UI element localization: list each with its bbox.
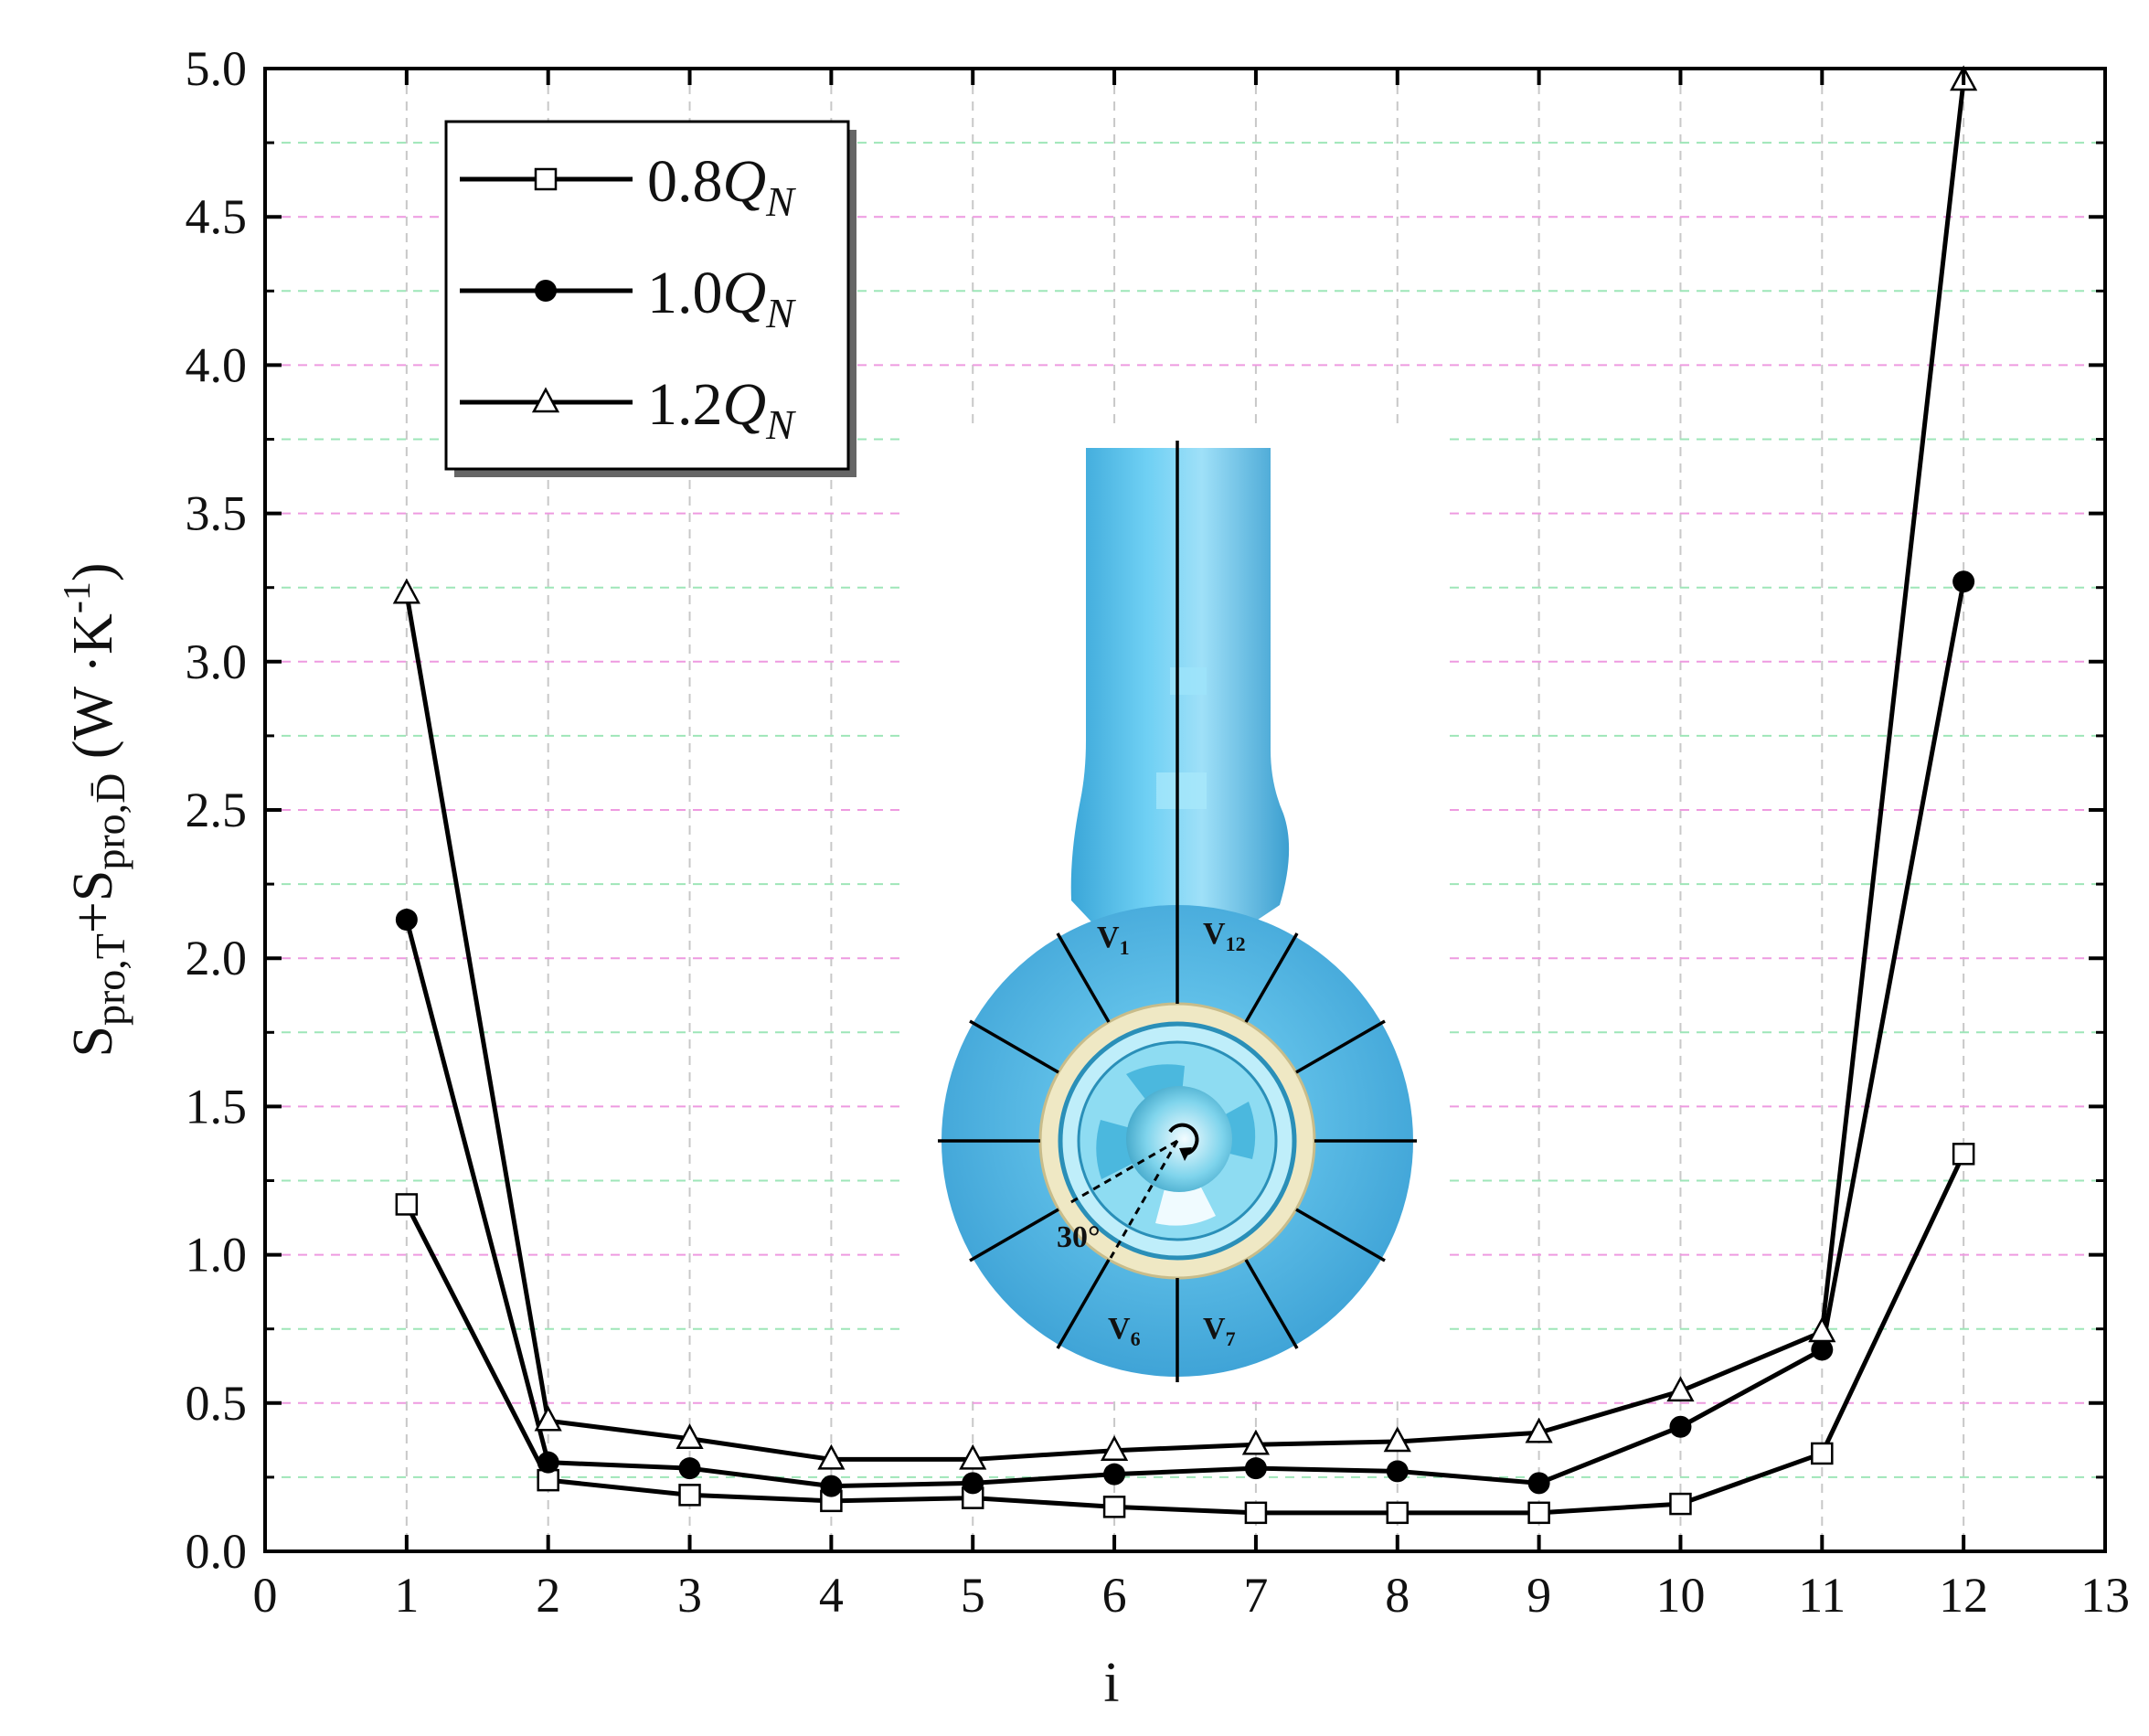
- legend-marker: [535, 280, 557, 302]
- series-line: [404, 580, 1966, 1489]
- legend-entry-2: 1.2QN: [460, 371, 796, 448]
- sector-label-v12: V12: [1203, 917, 1246, 955]
- y-tick-label: 4.0: [186, 337, 248, 392]
- data-point: [537, 1451, 559, 1474]
- data-point: [962, 1472, 984, 1495]
- data-point: [1527, 1501, 1550, 1525]
- data-point: [1103, 1463, 1126, 1486]
- data-point: [959, 1443, 987, 1470]
- x-tick-label: 13: [2080, 1568, 2130, 1623]
- data-point: [1527, 1472, 1550, 1495]
- data-point: [1244, 1501, 1268, 1525]
- data-point: [534, 1405, 562, 1432]
- legend-label-q: Q: [723, 371, 767, 438]
- data-point: [1669, 1415, 1692, 1438]
- data-point: [1952, 570, 1975, 593]
- legend-label-sub: N: [765, 401, 796, 448]
- data-point: [1808, 1316, 1836, 1343]
- legend-label: 1.2QN: [647, 371, 796, 448]
- series-line: [404, 1153, 1966, 1516]
- data-point: [392, 578, 420, 604]
- x-tick-label: 9: [1527, 1568, 1551, 1623]
- sector-label-v1: V1: [1097, 921, 1130, 959]
- y-tick-label: 0.0: [186, 1524, 248, 1579]
- x-tick-label: 6: [1102, 1568, 1127, 1623]
- legend-label-sub: N: [765, 290, 796, 336]
- data-point: [1383, 1426, 1411, 1453]
- sector-label-v6: V6: [1108, 1312, 1141, 1350]
- hub: [1126, 1086, 1232, 1192]
- data-point: [1386, 1501, 1410, 1525]
- data-point: [1100, 1435, 1129, 1461]
- legend-label: 0.8QN: [647, 148, 796, 225]
- sector-label-v7: V7: [1203, 1312, 1236, 1350]
- y-tick-label: 3.5: [186, 486, 248, 541]
- legend-label-value: 1.2: [647, 371, 723, 438]
- series-1: [395, 570, 1975, 1497]
- x-tick-label: 0: [253, 1568, 278, 1623]
- x-tick-label: 4: [819, 1568, 844, 1623]
- legend-entry-1: 1.0QN: [460, 260, 796, 336]
- y-tick-label: 2.0: [186, 931, 248, 985]
- x-tick-label: 1: [394, 1568, 419, 1623]
- legend-label-value: 1.0: [647, 260, 723, 326]
- data-point: [678, 1484, 701, 1507]
- y-tick-label: 0.5: [186, 1376, 248, 1431]
- legend-label-q: Q: [723, 148, 767, 215]
- x-axis-label: i: [1103, 1652, 1119, 1714]
- data-point: [1666, 1376, 1695, 1402]
- data-point: [1811, 1442, 1834, 1465]
- x-tick-label: 12: [1939, 1568, 1988, 1623]
- sector-dividers: [938, 441, 1417, 1382]
- x-tick-label: 7: [1243, 1568, 1268, 1623]
- data-point: [1811, 1338, 1834, 1361]
- series-line: [404, 80, 1966, 1462]
- legend-entry-0: 0.8QN: [460, 148, 796, 225]
- data-point: [678, 1457, 701, 1480]
- y-tick-label: 1.5: [186, 1079, 248, 1134]
- data-point: [1669, 1492, 1692, 1516]
- data-point: [395, 909, 418, 932]
- series-0: [395, 1143, 1975, 1525]
- y-tick-label: 4.5: [186, 189, 248, 244]
- legend-label-q: Q: [723, 260, 767, 326]
- series-layer: [392, 65, 1978, 1525]
- legend-label-value: 0.8: [647, 148, 723, 215]
- impeller: [1096, 1064, 1256, 1226]
- x-tick-label: 2: [536, 1568, 560, 1623]
- grid: [265, 69, 2105, 1551]
- x-tick-label: 8: [1385, 1568, 1410, 1623]
- data-point: [1244, 1457, 1267, 1480]
- data-point: [1241, 1429, 1271, 1455]
- y-tick-label: 5.0: [186, 41, 248, 96]
- data-point: [1525, 1417, 1553, 1443]
- data-point: [817, 1443, 846, 1470]
- legend-label-sub: N: [765, 178, 796, 225]
- data-point: [1952, 1143, 1975, 1166]
- data-point: [1102, 1496, 1126, 1518]
- rotation-arrow-icon: [1168, 1123, 1199, 1161]
- pump-volute-inset: V1 V12 V6 V7 30°: [900, 430, 1449, 1399]
- legend-marker: [534, 167, 558, 191]
- y-tick-label: 3.0: [186, 634, 248, 689]
- series-2: [392, 65, 1978, 1470]
- data-point: [395, 1193, 419, 1216]
- legend-marker: [531, 387, 560, 413]
- data-point: [820, 1475, 843, 1497]
- angle-label: 30°: [1057, 1220, 1101, 1254]
- y-axis-label: Spro,T+Spro,D̄ (W ·K-1): [57, 562, 133, 1057]
- data-point: [1386, 1460, 1409, 1483]
- x-tick-label: 3: [677, 1568, 702, 1623]
- x-tick-label: 5: [961, 1568, 985, 1623]
- x-tick-label: 11: [1798, 1568, 1846, 1623]
- angle-indicator: [1069, 1139, 1179, 1259]
- axis-ticks: 0 1 2 3 4 5 6 7 8 9 10 11 12 130.00.51.01.52.02.53.03…: [186, 41, 2131, 1623]
- x-tick-label: 10: [1655, 1568, 1705, 1623]
- y-tick-label: 1.0: [186, 1228, 248, 1283]
- y-tick-label: 2.5: [186, 783, 248, 837]
- legend-label: 1.0QN: [647, 260, 796, 336]
- data-point: [676, 1423, 704, 1449]
